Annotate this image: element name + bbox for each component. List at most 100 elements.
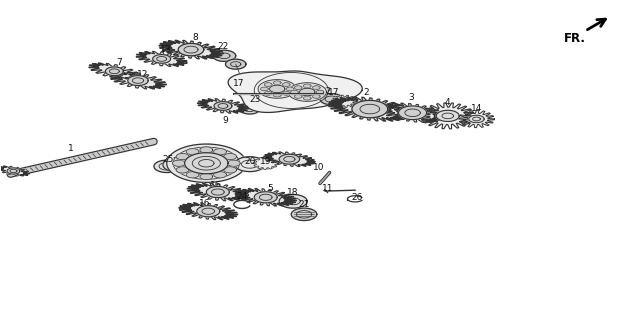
Text: 15: 15 bbox=[204, 151, 216, 159]
Polygon shape bbox=[300, 88, 315, 96]
Polygon shape bbox=[235, 188, 296, 206]
Polygon shape bbox=[264, 152, 315, 166]
Polygon shape bbox=[167, 144, 246, 183]
Polygon shape bbox=[282, 91, 290, 95]
Polygon shape bbox=[234, 157, 265, 172]
Polygon shape bbox=[200, 147, 212, 153]
Polygon shape bbox=[294, 95, 302, 98]
Polygon shape bbox=[228, 71, 362, 113]
Polygon shape bbox=[421, 103, 474, 129]
Text: 5: 5 bbox=[268, 184, 273, 193]
Text: 16: 16 bbox=[199, 199, 211, 208]
Polygon shape bbox=[282, 83, 290, 86]
Polygon shape bbox=[224, 154, 237, 160]
Polygon shape bbox=[316, 90, 324, 94]
Polygon shape bbox=[206, 187, 229, 197]
Polygon shape bbox=[197, 99, 248, 113]
Polygon shape bbox=[227, 160, 240, 166]
Text: 10: 10 bbox=[313, 163, 324, 172]
Polygon shape bbox=[352, 100, 388, 118]
Polygon shape bbox=[328, 97, 412, 121]
Polygon shape bbox=[178, 44, 204, 56]
Polygon shape bbox=[273, 81, 281, 85]
Polygon shape bbox=[186, 149, 199, 155]
Polygon shape bbox=[163, 157, 193, 172]
Polygon shape bbox=[291, 90, 298, 94]
Text: 11: 11 bbox=[322, 184, 333, 193]
Text: 16: 16 bbox=[209, 181, 221, 190]
Polygon shape bbox=[187, 183, 248, 201]
Polygon shape bbox=[179, 203, 237, 220]
Polygon shape bbox=[303, 84, 311, 88]
Text: FR.: FR. bbox=[564, 32, 586, 45]
Polygon shape bbox=[176, 154, 189, 160]
Polygon shape bbox=[269, 85, 285, 93]
Polygon shape bbox=[200, 174, 212, 180]
Text: 17: 17 bbox=[328, 87, 340, 96]
Text: 3: 3 bbox=[408, 93, 413, 102]
Polygon shape bbox=[159, 40, 223, 59]
Text: 7: 7 bbox=[116, 58, 122, 67]
Text: 8: 8 bbox=[193, 33, 198, 42]
Text: 25: 25 bbox=[173, 156, 184, 165]
Polygon shape bbox=[312, 86, 320, 90]
Polygon shape bbox=[273, 93, 281, 97]
Polygon shape bbox=[212, 50, 236, 61]
Text: 17: 17 bbox=[232, 79, 244, 88]
Polygon shape bbox=[380, 103, 446, 122]
Text: 23: 23 bbox=[249, 95, 260, 104]
Polygon shape bbox=[303, 96, 311, 100]
Polygon shape bbox=[279, 154, 300, 164]
Polygon shape bbox=[154, 160, 179, 173]
Text: 26: 26 bbox=[351, 193, 363, 202]
Polygon shape bbox=[260, 87, 268, 91]
Text: 9: 9 bbox=[223, 116, 228, 125]
Text: 4: 4 bbox=[445, 98, 451, 107]
Polygon shape bbox=[254, 192, 277, 203]
Polygon shape bbox=[239, 104, 260, 114]
Polygon shape bbox=[110, 72, 166, 89]
Polygon shape bbox=[332, 95, 357, 108]
Polygon shape bbox=[89, 63, 140, 80]
Polygon shape bbox=[106, 67, 124, 76]
Polygon shape bbox=[184, 153, 228, 174]
Polygon shape bbox=[264, 83, 272, 86]
Polygon shape bbox=[176, 167, 189, 173]
Text: 24: 24 bbox=[236, 192, 248, 201]
Text: 22: 22 bbox=[218, 42, 228, 51]
Polygon shape bbox=[186, 172, 199, 178]
Polygon shape bbox=[128, 76, 148, 86]
Polygon shape bbox=[0, 166, 29, 176]
Polygon shape bbox=[320, 94, 343, 105]
Polygon shape bbox=[468, 115, 484, 123]
Text: 12: 12 bbox=[137, 70, 148, 79]
Polygon shape bbox=[399, 106, 427, 120]
Text: 18: 18 bbox=[287, 188, 299, 197]
Polygon shape bbox=[459, 110, 494, 128]
Polygon shape bbox=[436, 110, 460, 121]
Polygon shape bbox=[279, 194, 307, 208]
Polygon shape bbox=[294, 86, 302, 90]
Polygon shape bbox=[286, 87, 294, 91]
Polygon shape bbox=[264, 91, 272, 95]
Text: 6: 6 bbox=[293, 154, 299, 163]
Polygon shape bbox=[214, 172, 227, 178]
Text: 1: 1 bbox=[68, 144, 74, 153]
Text: 22: 22 bbox=[321, 86, 332, 95]
Text: 14: 14 bbox=[471, 104, 482, 113]
Polygon shape bbox=[136, 51, 187, 66]
Text: 25: 25 bbox=[163, 155, 173, 164]
Polygon shape bbox=[258, 80, 296, 98]
Polygon shape bbox=[173, 160, 185, 166]
Polygon shape bbox=[214, 102, 232, 110]
Polygon shape bbox=[291, 208, 317, 220]
Polygon shape bbox=[288, 83, 326, 101]
Text: 13: 13 bbox=[160, 45, 172, 54]
Text: 20: 20 bbox=[244, 157, 255, 166]
Text: 2: 2 bbox=[363, 87, 369, 96]
Polygon shape bbox=[153, 54, 171, 63]
Polygon shape bbox=[7, 168, 20, 174]
Polygon shape bbox=[312, 95, 320, 98]
Text: 21: 21 bbox=[298, 200, 310, 209]
Polygon shape bbox=[254, 158, 277, 169]
